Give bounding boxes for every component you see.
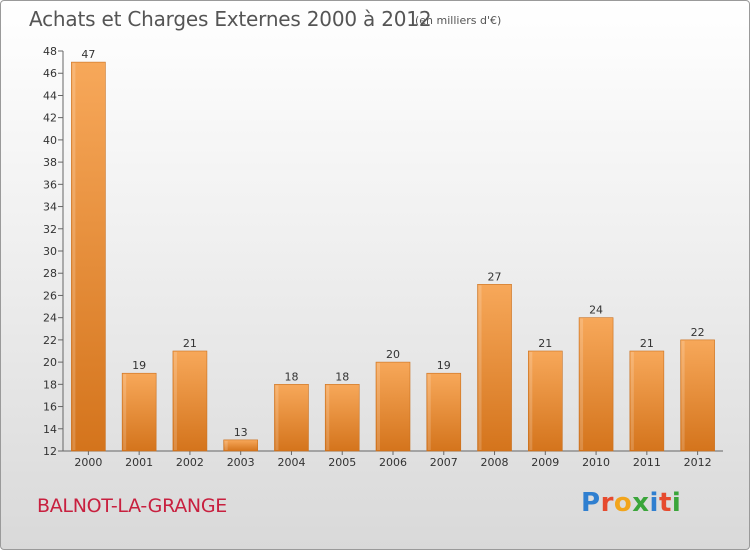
- x-tick-label-2011: 2011: [633, 456, 661, 469]
- bar-2002: [172, 350, 208, 452]
- proxiti-logo-letter: x: [632, 488, 650, 518]
- y-tick-label: 34: [43, 201, 57, 214]
- y-tick-label: 18: [43, 378, 57, 391]
- bar-2009: [528, 350, 563, 452]
- proxiti-logo: Proxiti: [581, 488, 681, 518]
- data-label-2003: 13: [234, 426, 248, 439]
- x-tick-label-2000: 2000: [74, 456, 102, 469]
- proxiti-logo-letter: t: [658, 488, 672, 518]
- bar-2007: [426, 372, 462, 452]
- y-tick-label: 16: [43, 401, 57, 414]
- proxiti-logo-letter: P: [581, 488, 601, 518]
- data-label-2005: 18: [335, 370, 349, 383]
- data-label-2000: 47: [81, 48, 95, 61]
- y-tick-label: 42: [43, 112, 57, 125]
- y-tick-label: 32: [43, 223, 57, 236]
- data-label-2006: 20: [386, 348, 400, 361]
- y-tick-label: 26: [43, 289, 57, 302]
- chart-unit: (en milliers d'€): [415, 14, 502, 27]
- y-tick-label: 30: [43, 245, 57, 258]
- x-tick-label-2006: 2006: [379, 456, 407, 469]
- x-tick-label-2002: 2002: [176, 456, 204, 469]
- y-tick-label: 38: [43, 156, 57, 169]
- bar-highlight: [173, 352, 177, 450]
- bar-highlight: [529, 352, 533, 450]
- chart-title: Achats et Charges Externes 2000 à 2012: [29, 7, 432, 31]
- bar-2006: [375, 361, 411, 452]
- data-label-2009: 21: [538, 337, 552, 350]
- bar-2000: [71, 61, 106, 452]
- bar-highlight: [224, 440, 228, 450]
- chart-bars: 47 19 21 13 18 18 20 19 27 21 24 21 22: [71, 48, 715, 452]
- data-label-2011: 21: [640, 337, 654, 350]
- bar-2003: [223, 439, 258, 452]
- bar-2012: [680, 339, 715, 452]
- x-tick-label-2005: 2005: [328, 456, 356, 469]
- bar-2005: [324, 384, 360, 452]
- y-tick-label: 14: [43, 423, 57, 436]
- data-label-2012: 22: [691, 326, 705, 339]
- chart-axes: 12 14 16 18 20 22 24 26 28 30 32 34 36 38 40 42 44 46 48 20…: [43, 45, 723, 469]
- proxiti-logo-letter: i: [671, 488, 682, 518]
- bar-highlight: [72, 63, 76, 450]
- y-tick-label: 28: [43, 267, 57, 280]
- y-tick-label: 48: [43, 45, 57, 58]
- data-label-2008: 27: [488, 270, 502, 283]
- bar-2011: [629, 350, 665, 452]
- data-label-2010: 24: [589, 304, 603, 317]
- commune-name: BALNOT-LA-GRANGE: [37, 495, 227, 517]
- data-label-2001: 19: [132, 359, 146, 372]
- bar-highlight: [377, 363, 380, 450]
- y-tick-label: 40: [43, 134, 57, 147]
- x-tick-label-2004: 2004: [277, 456, 305, 469]
- data-label-2007: 19: [437, 359, 451, 372]
- y-tick-label: 24: [43, 312, 57, 325]
- bar-highlight: [427, 374, 431, 450]
- bar-2010: [578, 317, 614, 452]
- bar-highlight: [478, 285, 482, 450]
- bar-highlight: [681, 340, 685, 450]
- data-label-2004: 18: [284, 370, 298, 383]
- y-tick-label: 44: [43, 89, 57, 102]
- bar-2004: [274, 384, 309, 452]
- bar-highlight: [275, 385, 279, 450]
- y-tick-label: 20: [43, 356, 57, 369]
- proxiti-logo-letter: i: [649, 488, 659, 518]
- bar-2001: [121, 372, 157, 452]
- bar-2008: [477, 284, 512, 452]
- x-tick-label-2008: 2008: [481, 456, 509, 469]
- bar-highlight: [630, 352, 634, 450]
- x-tick-label-2003: 2003: [227, 456, 255, 469]
- x-tick-label-2007: 2007: [430, 456, 458, 469]
- bar-highlight: [580, 318, 584, 450]
- x-tick-label-2001: 2001: [125, 456, 153, 469]
- y-tick-label: 12: [43, 445, 57, 458]
- data-label-2002: 21: [183, 337, 197, 350]
- proxiti-logo-letter: o: [613, 488, 633, 518]
- x-tick-label-2009: 2009: [531, 456, 559, 469]
- bar-highlight: [326, 385, 330, 450]
- y-tick-label: 36: [43, 178, 57, 191]
- proxiti-logo-letter: r: [600, 488, 614, 518]
- y-tick-label: 46: [43, 67, 57, 80]
- bar-highlight: [123, 374, 127, 450]
- x-tick-label-2012: 2012: [684, 456, 712, 469]
- x-tick-label-2010: 2010: [582, 456, 610, 469]
- y-tick-label: 22: [43, 334, 57, 347]
